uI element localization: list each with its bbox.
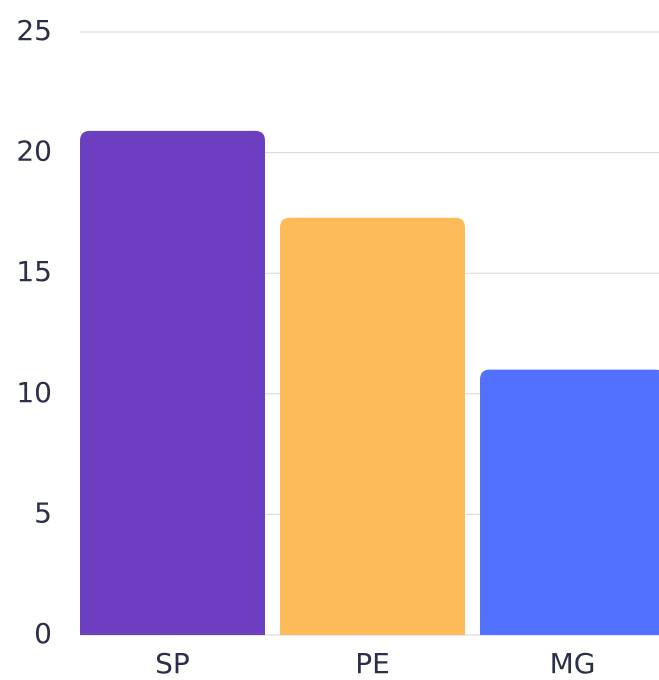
- y-tick-label: 15: [16, 255, 52, 288]
- y-tick-label: 25: [16, 14, 52, 47]
- x-tick-label: SP: [155, 647, 190, 680]
- bar: [280, 217, 465, 635]
- y-tick-label: 0: [34, 617, 52, 650]
- y-tick-label: 10: [16, 376, 52, 409]
- bar: [80, 130, 265, 635]
- x-tick-label: MG: [550, 647, 596, 680]
- y-tick-label: 5: [34, 496, 52, 529]
- bar: [480, 369, 659, 635]
- y-tick-label: 20: [16, 135, 52, 168]
- x-tick-label: PE: [355, 647, 390, 680]
